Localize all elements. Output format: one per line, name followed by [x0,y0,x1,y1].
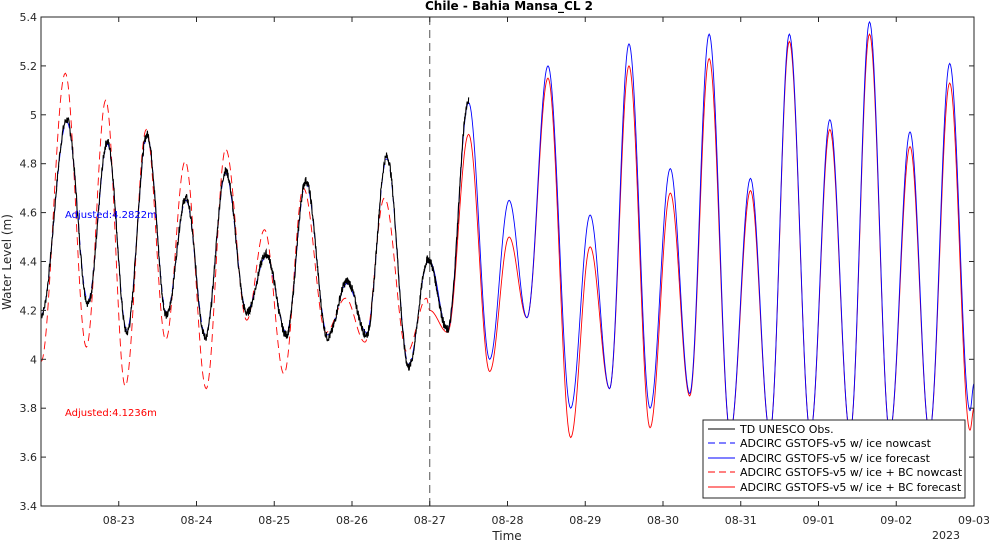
x-tick-label: 08-23 [103,514,135,527]
legend-label-ice-bc-nowcast: ADCIRC GSTOFS-v5 w/ ice + BC nowcast [740,466,963,479]
chart-title: Chile - Bahia Mansa_CL 2 [425,0,593,14]
y-tick-label: 5.4 [20,11,38,24]
x-tick-label: 09-01 [803,514,835,527]
series-line-obs [41,97,470,371]
y-tick-label: 4 [30,353,37,366]
x-tick-label: 09-02 [880,514,912,527]
y-tick-label: 4.2 [20,304,38,317]
x-axis-year-label: 2023 [932,529,960,541]
x-tick-label: 09-03 [958,514,989,527]
x-axis: 08-23 08-24 08-25 08-26 08-27 08-28 08-29 08-30… [103,17,989,527]
y-axis: 3.4 3.6 3.8 4 4.2 4.4 4.6 4.8 5 5.2 5.4 [20,11,974,513]
x-tick-label: 08-29 [569,514,601,527]
y-axis-title: Water Level (m) [0,214,14,310]
x-tick-label: 08-31 [725,514,757,527]
series-line-ice-forecast [429,20,974,434]
annotation-red-adjusted: Adjusted:4.1236m [65,408,157,419]
y-tick-label: 4.6 [20,207,38,220]
legend-label-ice-nowcast: ADCIRC GSTOFS-v5 w/ ice nowcast [740,437,932,450]
x-tick-label: 08-26 [336,514,368,527]
y-tick-label: 4.4 [20,256,38,269]
legend-label-ice-forecast: ADCIRC GSTOFS-v5 w/ ice forecast [740,452,931,465]
series-layer [41,20,974,439]
x-tick-label: 08-24 [181,514,213,527]
x-tick-label: 08-28 [492,514,524,527]
x-axis-title: Time [491,529,521,541]
legend-box [702,419,966,499]
legend: TD UNESCO Obs. ADCIRC GSTOFS-v5 w/ ice n… [702,419,966,499]
x-tick-label: 08-25 [258,514,290,527]
y-tick-label: 4.8 [20,158,38,171]
x-tick-label: 08-27 [414,514,446,527]
legend-label-obs: TD UNESCO Obs. [739,423,834,436]
y-tick-label: 5.2 [20,60,38,73]
annotation-blue-adjusted: Adjusted:4.2822m [65,210,157,221]
legend-label-ice-bc-forecast: ADCIRC GSTOFS-v5 w/ ice + BC forecast [740,481,962,494]
y-tick-label: 3.8 [20,402,38,415]
y-tick-label: 3.4 [20,500,38,513]
y-tick-label: 5 [30,109,37,122]
y-tick-label: 3.6 [20,451,38,464]
x-tick-label: 08-30 [647,514,679,527]
